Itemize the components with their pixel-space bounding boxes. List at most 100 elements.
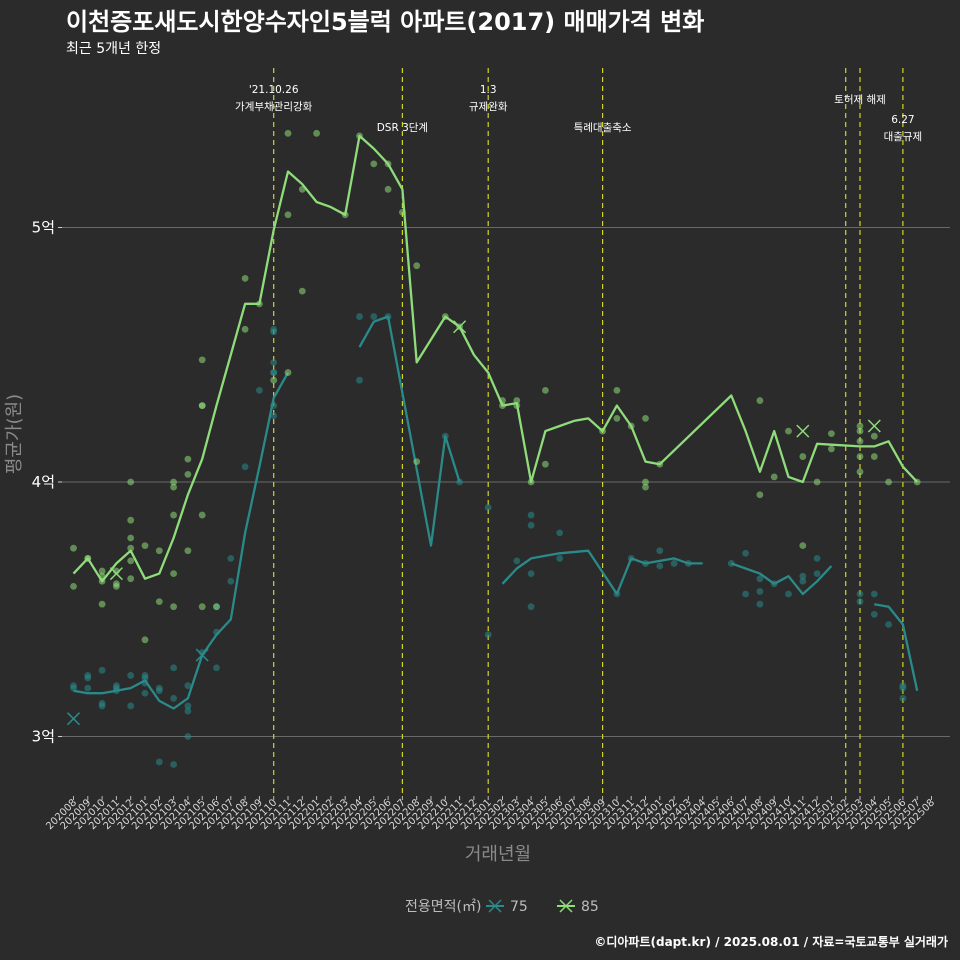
series-line [874,603,919,691]
y-axis-ticks: 3억 4억 5억 [32,219,62,746]
event-annotation: 특례대출축소 [574,122,632,134]
data-point [127,672,135,679]
data-point [856,422,864,430]
data-point [70,544,77,552]
data-point [384,185,392,193]
event-lines [273,68,904,796]
data-point [170,570,178,578]
data-point [756,600,764,608]
data-point [241,463,249,471]
data-point [785,590,792,598]
series-85 [70,129,921,644]
data-point [213,664,220,672]
data-point [756,397,764,404]
data-point [127,702,135,710]
data-point [870,432,878,440]
data-point [656,562,664,570]
data-point [184,707,192,715]
series-line [730,562,833,596]
data-point [870,590,878,598]
data-point [484,504,492,511]
data-point [899,684,907,692]
y-tick-label: 3억 [32,728,55,746]
data-point [98,666,106,674]
cross-marker [66,712,81,726]
data-point [170,603,178,611]
data-point [756,575,764,583]
series-line [73,372,290,710]
data-point [856,598,864,606]
data-point [785,427,792,435]
cross-stroke [453,320,467,334]
data-point [213,603,220,611]
data-point [70,582,77,590]
cross-marker [453,320,467,334]
series-line [72,134,919,583]
data-point [813,570,821,578]
data-point [642,414,649,422]
data-point [84,684,92,692]
data-point [642,483,649,491]
event-annotation: 토허제 해제 [834,93,886,106]
data-point [613,414,621,422]
data-point [870,453,878,460]
event-annotation: 규제완화 [469,100,508,113]
y-tick-label: 5억 [32,219,55,237]
data-point [799,542,807,550]
data-point [184,470,192,478]
cross-stroke [195,648,209,662]
data-point [127,516,135,524]
data-point [270,376,278,384]
data-point [170,511,178,519]
data-point [313,129,320,137]
data-point [885,478,892,486]
data-point [298,287,306,295]
data-point [184,682,192,689]
data-point [885,621,892,628]
chart-title: 이천증포새도시한양수자인5블럭 아파트(2017) 매매가격 변화 [66,8,704,36]
data-point [527,511,535,519]
cross-stroke [109,567,123,581]
data-point [170,478,178,486]
legend-label: 85 [581,899,599,915]
y-tick-label: 4억 [32,473,55,491]
event-annotation: DSR 3단계 [377,122,428,134]
data-point [656,547,664,555]
data-point [370,313,378,320]
data-point [127,575,135,583]
data-point [170,664,178,672]
data-point [670,560,678,567]
data-point [828,445,835,453]
series-line [501,549,703,596]
data-point [828,430,835,438]
data-point [356,376,363,384]
data-point [127,534,135,542]
data-point [870,610,878,618]
data-point [184,702,192,710]
data-point [84,674,92,682]
data-point [799,577,807,585]
data-point [98,600,106,608]
data-point [198,511,206,519]
data-point [256,386,263,394]
data-point [556,529,564,537]
data-point [241,275,249,282]
data-point [542,386,549,394]
x-axis-title: 거래년월 [465,844,531,865]
data-point [813,554,821,562]
data-point [756,491,764,499]
event-annotation: '21.10.26 [249,84,299,96]
cross-marker [195,648,209,662]
cross-marker [796,424,810,438]
source-caption: ©디아파트(dapt.kr) / 2025.08.01 / 자료=국토교통부 실… [594,934,948,949]
data-point [813,478,821,486]
data-point [155,547,163,555]
data-point [98,567,106,575]
cross-marker [109,567,123,581]
data-point [184,547,192,555]
data-point [770,473,778,481]
series-line [358,315,461,547]
data-point [141,542,149,550]
legend-key-cross [559,899,573,913]
